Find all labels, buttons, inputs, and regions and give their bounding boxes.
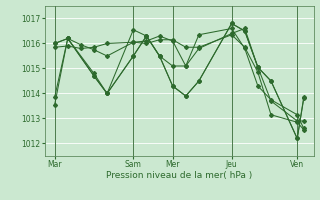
X-axis label: Pression niveau de la mer( hPa ): Pression niveau de la mer( hPa ) [106, 171, 252, 180]
